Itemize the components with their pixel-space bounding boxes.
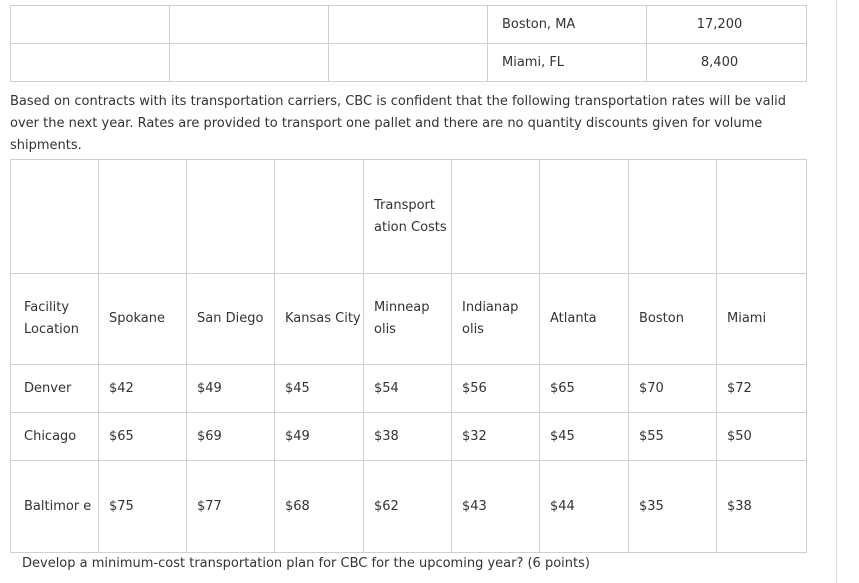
rate-cell: $38 <box>716 460 807 553</box>
rate-cell: $65 <box>98 412 187 461</box>
demand-city: Boston, MA <box>487 5 647 44</box>
question-text: Develop a minimum-cost transportation pl… <box>22 556 590 571</box>
facility-name: Chicago <box>10 412 99 461</box>
rate-cell: $62 <box>363 460 452 553</box>
demand-value: 8,400 <box>646 43 807 82</box>
column-header: Indianap olis <box>451 273 540 365</box>
rate-cell: $44 <box>539 460 629 553</box>
table-caption: Transport ation Costs <box>363 159 452 274</box>
facility-name: Baltimor e <box>10 460 99 553</box>
rate-cell: $45 <box>274 364 364 413</box>
rate-cell: $45 <box>539 412 629 461</box>
intro-paragraph: Based on contracts with its transportati… <box>10 94 787 153</box>
column-header-row: Facility Location Spokane San Diego Kans… <box>10 273 807 365</box>
rate-cell: $69 <box>186 412 275 461</box>
demand-table: Boston, MA 17,200 Miami, FL 8,400 <box>10 5 807 82</box>
column-header: Spokane <box>98 273 187 365</box>
rate-cell: $72 <box>716 364 807 413</box>
rate-cell: $56 <box>451 364 540 413</box>
demand-value: 17,200 <box>646 5 807 44</box>
rate-cell: $70 <box>628 364 717 413</box>
rate-cell: $32 <box>451 412 540 461</box>
column-header: Miami <box>716 273 807 365</box>
table-row: Chicago $65 $69 $49 $38 $32 $45 $55 $50 <box>10 412 807 461</box>
rate-cell: $75 <box>98 460 187 553</box>
demand-city: Miami, FL <box>487 43 647 82</box>
table-row: Boston, MA 17,200 <box>10 5 807 44</box>
rate-cell: $49 <box>186 364 275 413</box>
column-header: Atlanta <box>539 273 629 365</box>
rate-cell: $68 <box>274 460 364 553</box>
column-header: Boston <box>628 273 717 365</box>
rate-cell: $38 <box>363 412 452 461</box>
table-row: Miami, FL 8,400 <box>10 43 807 82</box>
facility-name: Denver <box>10 364 99 413</box>
table-row: Denver $42 $49 $45 $54 $56 $65 $70 $72 <box>10 364 807 413</box>
rate-cell: $54 <box>363 364 452 413</box>
facility-location-header: Facility Location <box>10 273 99 365</box>
column-header: San Diego <box>186 273 275 365</box>
rate-cell: $55 <box>628 412 717 461</box>
table-row: Baltimor e $75 $77 $68 $62 $43 $44 $35 $… <box>10 460 807 553</box>
rate-cell: $65 <box>539 364 629 413</box>
table-row: Transport ation Costs <box>10 159 807 274</box>
rate-cell: $49 <box>274 412 364 461</box>
rate-cell: $35 <box>628 460 717 553</box>
rate-cell: $42 <box>98 364 187 413</box>
column-header: Kansas City <box>274 273 364 365</box>
page-scrollbar[interactable] <box>836 0 837 583</box>
rate-cell: $77 <box>186 460 275 553</box>
column-header: Minneap olis <box>363 273 452 365</box>
rate-cell: $50 <box>716 412 807 461</box>
transportation-rates-table: Transport ation Costs Facility Location … <box>10 159 807 553</box>
rate-cell: $43 <box>451 460 540 553</box>
